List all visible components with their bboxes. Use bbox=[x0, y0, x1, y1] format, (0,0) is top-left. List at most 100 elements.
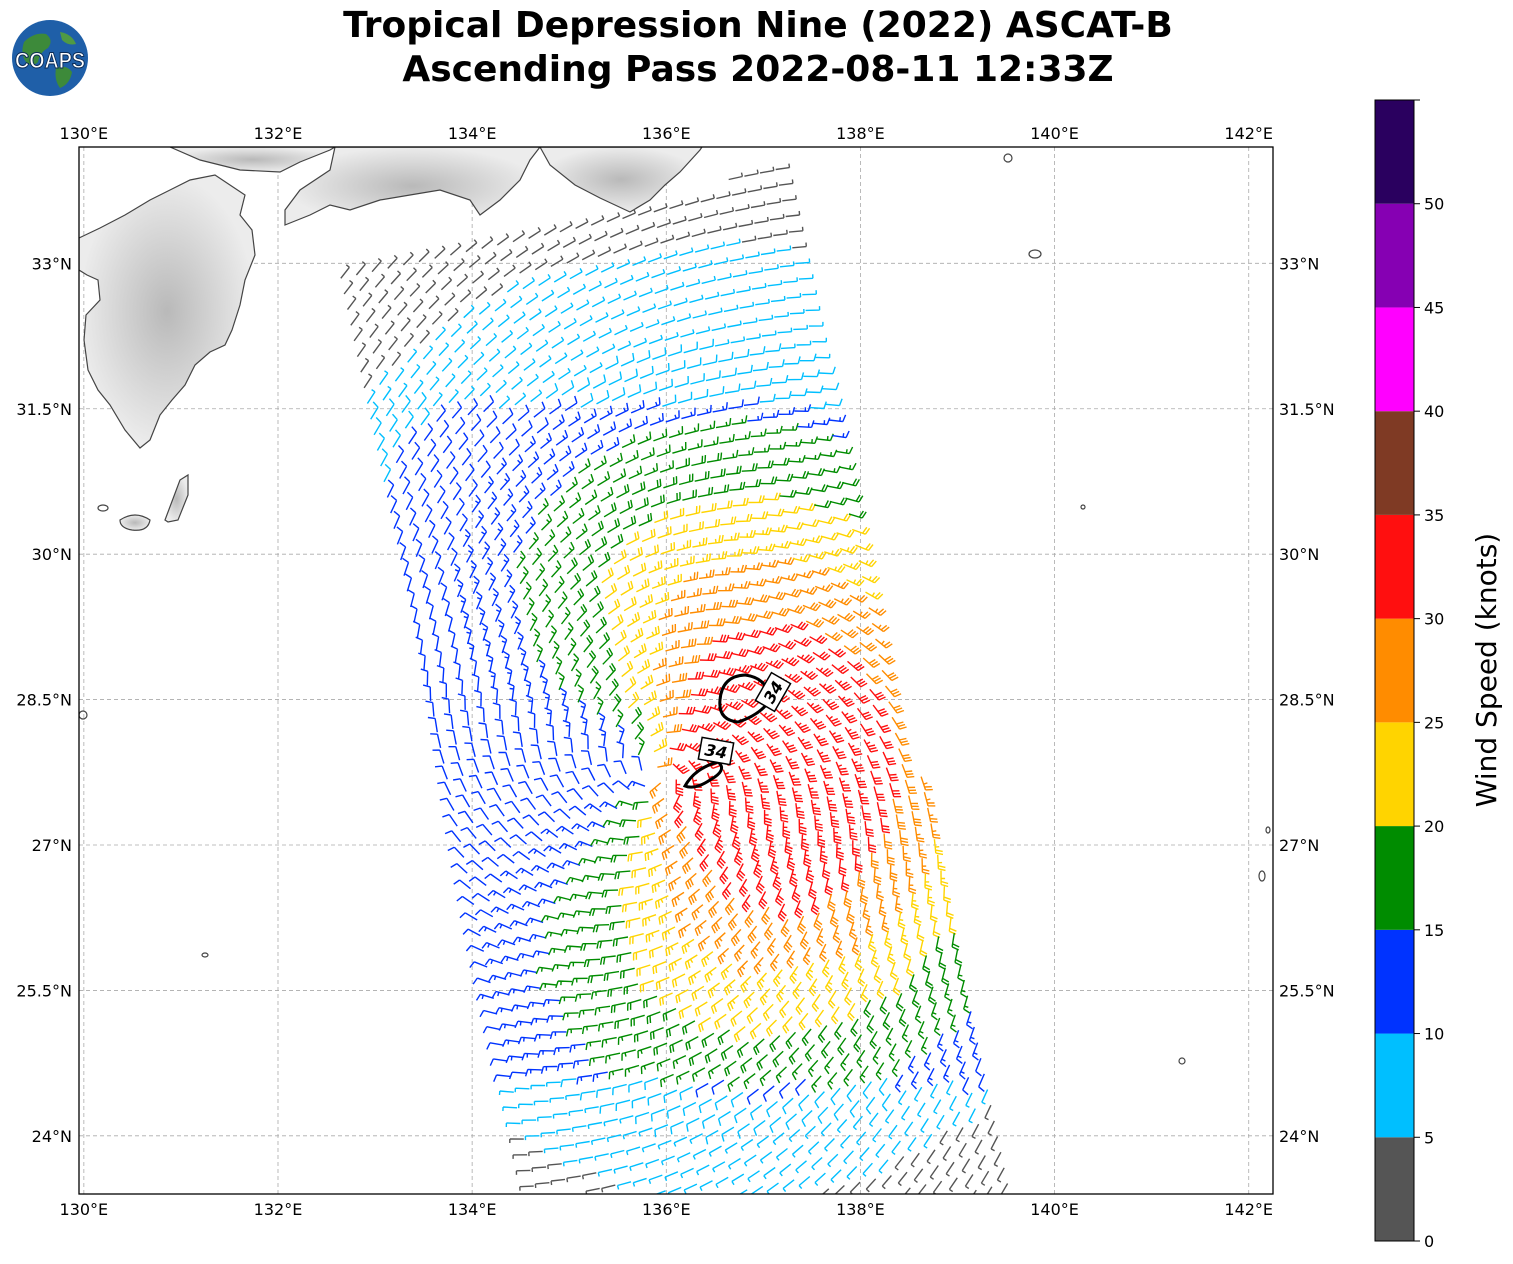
wind-barb bbox=[421, 570, 429, 589]
wind-barb bbox=[500, 553, 510, 572]
wind-barb bbox=[662, 1007, 677, 1022]
wind-barb bbox=[720, 288, 736, 297]
wind-barb bbox=[736, 285, 751, 294]
wind-barb bbox=[775, 708, 793, 720]
wind-barb bbox=[814, 1172, 826, 1186]
wind-barb bbox=[856, 626, 875, 636]
wind-barb bbox=[651, 268, 666, 279]
wind-barb bbox=[769, 856, 779, 875]
wind-barb bbox=[462, 528, 471, 548]
wind-barb bbox=[798, 1094, 810, 1112]
wind-barb bbox=[549, 1031, 567, 1040]
wind-barb bbox=[574, 993, 592, 1002]
wind-barb bbox=[714, 1095, 728, 1111]
wind-barb bbox=[712, 1161, 726, 1173]
wind-barb bbox=[891, 1140, 901, 1155]
wind-barb bbox=[597, 246, 612, 258]
wind-barb bbox=[687, 671, 705, 680]
wind-barb bbox=[519, 969, 538, 977]
wind-barb bbox=[617, 565, 631, 581]
wind-barb bbox=[800, 752, 816, 767]
wind-barb bbox=[910, 1071, 919, 1090]
wind-barb bbox=[442, 598, 451, 617]
wind-barb bbox=[785, 755, 800, 770]
wind-barb bbox=[711, 323, 727, 332]
wind-barb bbox=[750, 201, 766, 209]
colorbar-tick-label: 25 bbox=[1424, 713, 1444, 732]
wind-barb bbox=[538, 274, 551, 286]
wind-barb bbox=[828, 414, 847, 423]
wind-barb bbox=[528, 532, 539, 550]
wind-barb bbox=[729, 254, 745, 262]
wind-barb bbox=[854, 855, 863, 873]
wind-barb bbox=[635, 497, 649, 511]
wind-barb bbox=[513, 615, 522, 635]
wind-barb bbox=[862, 657, 881, 668]
wind-barb bbox=[686, 1117, 700, 1132]
wind-barb bbox=[517, 631, 524, 650]
wind-barb bbox=[477, 444, 488, 463]
wind-barb bbox=[927, 807, 938, 823]
wind-barb bbox=[412, 523, 420, 542]
wind-barb bbox=[613, 549, 627, 565]
wind-barb bbox=[472, 270, 484, 284]
wind-barb bbox=[731, 1173, 745, 1186]
wind-barb bbox=[372, 339, 382, 354]
wind-barb bbox=[513, 534, 523, 553]
wind-barb bbox=[667, 344, 683, 357]
wind-barb bbox=[426, 601, 434, 620]
tick-label-lat-left: 27°N bbox=[32, 836, 72, 855]
wind-barb bbox=[739, 301, 755, 309]
wind-barb bbox=[688, 970, 701, 986]
wind-barb bbox=[838, 859, 847, 877]
wind-barb bbox=[384, 320, 395, 335]
wind-barb bbox=[793, 637, 812, 647]
wind-barb bbox=[645, 544, 660, 558]
wind-barb bbox=[671, 973, 686, 988]
wind-barb bbox=[727, 320, 742, 328]
wind-barb bbox=[496, 233, 510, 246]
wind-barb bbox=[601, 1036, 617, 1048]
wind-barb bbox=[557, 286, 571, 299]
wind-barb bbox=[561, 380, 575, 396]
wind-barb bbox=[506, 903, 525, 911]
wind-barb bbox=[568, 805, 587, 816]
wind-barb bbox=[821, 1188, 830, 1194]
wind-barb bbox=[865, 918, 874, 937]
wind-barb bbox=[829, 497, 848, 506]
wind-barb bbox=[674, 375, 689, 388]
wind-barb bbox=[570, 349, 584, 361]
wind-barb bbox=[901, 1024, 910, 1043]
wind-barb bbox=[594, 536, 608, 552]
wind-barb bbox=[682, 1101, 697, 1117]
wind-barb bbox=[805, 618, 825, 628]
wind-barb bbox=[783, 588, 802, 598]
wind-barb bbox=[601, 567, 614, 584]
wind-barb bbox=[741, 235, 757, 243]
wind-barb bbox=[415, 636, 424, 655]
wind-barb bbox=[629, 321, 644, 332]
wind-barb bbox=[632, 801, 649, 811]
wind-barb bbox=[512, 454, 524, 472]
wind-barb bbox=[548, 947, 566, 956]
wind-barb bbox=[789, 966, 799, 984]
wind-barb bbox=[784, 837, 793, 856]
wind-barb bbox=[921, 858, 930, 875]
wind-barb bbox=[779, 261, 795, 268]
wind-barb bbox=[600, 262, 615, 273]
wind-barb bbox=[841, 971, 849, 991]
wind-barb bbox=[878, 899, 887, 918]
wind-barb bbox=[665, 1023, 680, 1038]
wind-barb bbox=[634, 721, 645, 740]
wind-barb bbox=[699, 338, 714, 350]
wind-barb bbox=[672, 215, 687, 225]
wind-barb bbox=[429, 617, 437, 636]
wind-barb bbox=[962, 1077, 970, 1096]
wind-barb bbox=[457, 693, 466, 710]
wind-barb bbox=[529, 308, 542, 321]
logo-text: COAPS bbox=[15, 48, 85, 73]
wind-barb bbox=[886, 849, 895, 866]
wind-barb bbox=[986, 1186, 993, 1194]
wind-barb bbox=[801, 1028, 812, 1047]
wind-barb bbox=[673, 1136, 688, 1147]
